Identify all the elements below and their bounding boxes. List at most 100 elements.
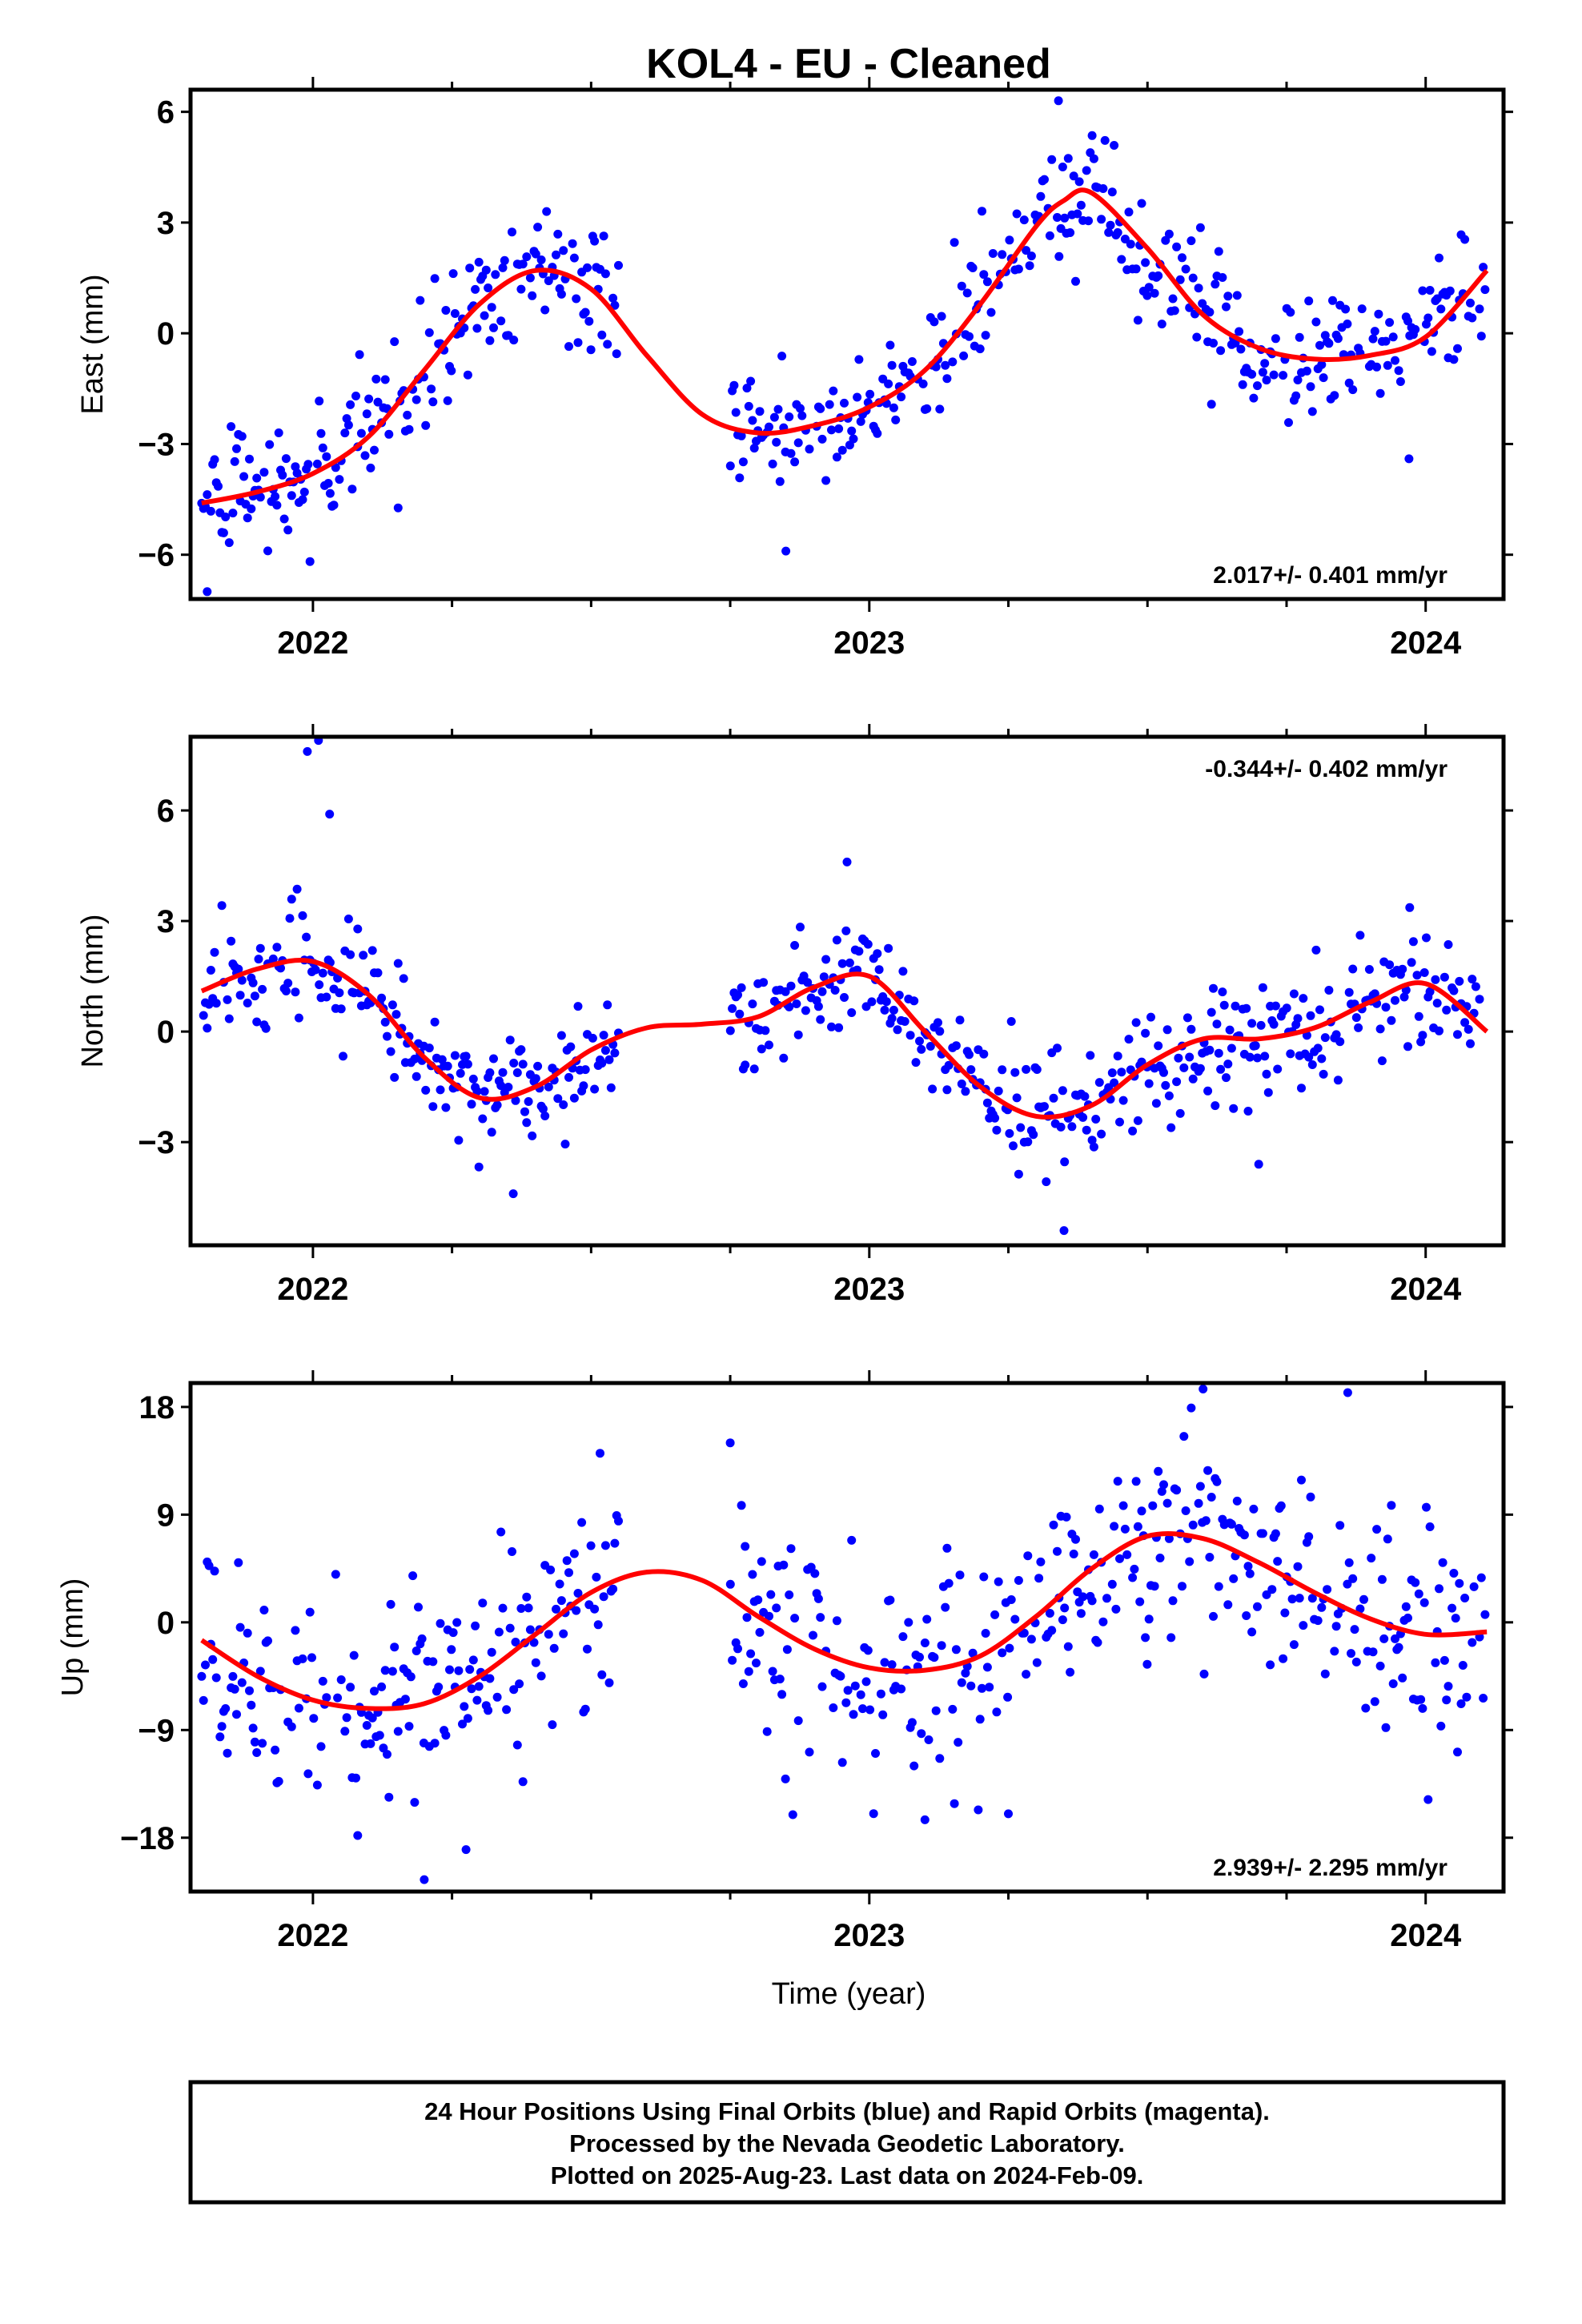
north-point <box>1416 1037 1426 1047</box>
east-point <box>1476 332 1486 341</box>
east-point <box>597 330 607 340</box>
east-point <box>228 509 238 518</box>
up-point <box>217 1722 227 1731</box>
up-point <box>741 1542 750 1551</box>
east-point <box>935 404 945 414</box>
east-point <box>463 370 472 380</box>
east-point <box>950 238 959 247</box>
up-point <box>1359 1594 1368 1604</box>
up-point <box>556 1596 566 1606</box>
up-point <box>885 1595 895 1605</box>
up-point <box>1351 1657 1361 1667</box>
north-point <box>1435 1026 1443 1035</box>
north-point <box>961 1087 970 1096</box>
up-point <box>1014 1576 1023 1585</box>
east-point <box>1205 308 1215 317</box>
north-point <box>1218 987 1227 997</box>
east-point <box>978 207 986 216</box>
up-point <box>496 1527 506 1537</box>
north-point <box>597 1059 607 1068</box>
east-point <box>323 479 333 488</box>
north-point <box>524 1097 533 1106</box>
up-point <box>383 1750 391 1759</box>
east-point <box>1181 264 1191 274</box>
east-point <box>769 412 779 422</box>
north-point <box>1453 1030 1462 1039</box>
up-point <box>536 1671 546 1681</box>
north-point <box>994 1086 1003 1096</box>
up-point <box>287 1722 296 1731</box>
north-point <box>1414 1011 1423 1021</box>
up-point <box>1062 1512 1071 1522</box>
east-point <box>834 424 844 433</box>
footer-line-3: Plotted on 2025-Aug-23. Last data on 202… <box>551 2161 1144 2189</box>
east-point <box>1258 368 1267 377</box>
east-point <box>540 305 550 315</box>
east-point <box>777 352 787 361</box>
footer-box: 24 Hour Positions Using Final Orbits (bl… <box>188 2080 1506 2205</box>
up-point <box>375 1731 384 1740</box>
north-point <box>339 1051 347 1061</box>
north-point <box>443 1061 452 1071</box>
north-point <box>1333 1076 1343 1085</box>
up-point <box>1229 1574 1239 1583</box>
north-point <box>1381 1003 1391 1012</box>
east-y-axis-label: East (mm) <box>76 274 110 414</box>
north-point <box>1080 1092 1090 1101</box>
east-point <box>508 227 516 237</box>
north-point-outlier <box>303 746 312 756</box>
up-point <box>876 1689 885 1699</box>
east-point <box>737 431 746 440</box>
north-point <box>367 946 377 955</box>
north-point <box>1131 1018 1141 1027</box>
north-point <box>1022 1064 1031 1074</box>
east-point <box>982 277 992 287</box>
east-point <box>1216 346 1226 356</box>
east-point <box>465 263 475 273</box>
up-point <box>1227 1519 1236 1529</box>
east-point <box>1307 407 1317 416</box>
up-point <box>935 1754 945 1763</box>
north-point <box>998 1065 1007 1075</box>
up-point <box>781 1774 790 1783</box>
east-point <box>272 501 282 510</box>
east-point <box>315 396 324 406</box>
up-point <box>580 1704 590 1714</box>
east-point <box>1260 359 1270 368</box>
east-point <box>1126 239 1135 249</box>
east-point-outlier <box>1404 454 1414 464</box>
east-point <box>1436 304 1446 314</box>
x-axis-label: Time (year) <box>772 1977 926 2011</box>
east-point <box>1060 213 1070 223</box>
up-point <box>1144 1614 1154 1624</box>
up-point <box>1120 1524 1130 1534</box>
east-point-outlier <box>542 207 552 216</box>
north-point <box>1317 1054 1327 1063</box>
up-point <box>1387 1501 1396 1510</box>
up-point <box>1159 1480 1168 1490</box>
east-point <box>930 317 939 327</box>
up-point <box>498 1603 508 1613</box>
up-point <box>733 1644 742 1654</box>
east-point <box>942 374 952 384</box>
north-point <box>1370 989 1379 999</box>
up-point <box>502 1705 512 1715</box>
up-point <box>985 1683 994 1692</box>
up-point <box>1023 1551 1033 1561</box>
up-point <box>878 1710 888 1719</box>
east-point <box>748 416 757 425</box>
north-point <box>248 978 258 987</box>
north-point <box>1442 1005 1452 1015</box>
up-point <box>546 1565 556 1574</box>
north-point <box>1391 995 1399 1005</box>
north-point <box>1164 1091 1174 1100</box>
up-point <box>210 1566 219 1576</box>
east-point <box>487 303 496 312</box>
up-point <box>1195 1482 1205 1491</box>
east-point <box>1460 235 1470 244</box>
north-point <box>1256 1020 1266 1030</box>
east-point <box>343 420 353 430</box>
up-point <box>414 1602 423 1612</box>
east-point <box>793 438 803 448</box>
north-point <box>757 1044 766 1054</box>
